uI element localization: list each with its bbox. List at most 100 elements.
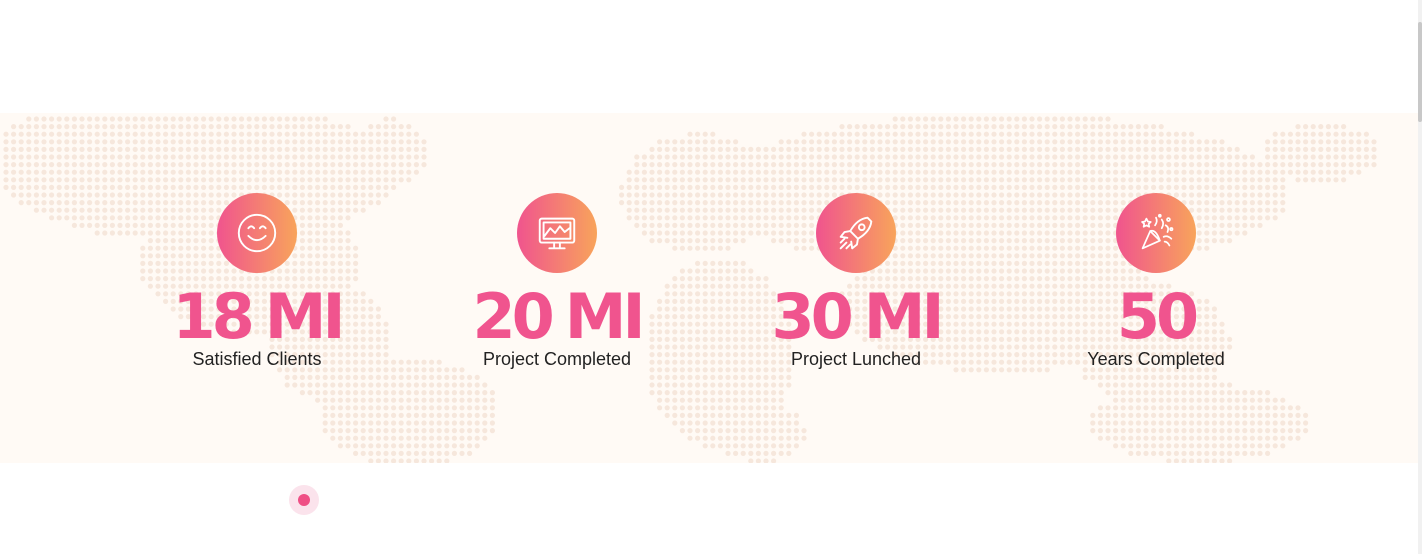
map-dot bbox=[391, 162, 397, 168]
pagination-dot-active[interactable] bbox=[298, 494, 310, 506]
map-dot bbox=[748, 200, 754, 206]
map-dot bbox=[322, 291, 328, 297]
counter-satisfied-clients: 18 MI Satisfied Clients bbox=[107, 193, 407, 370]
map-dot bbox=[193, 276, 199, 282]
map-dot bbox=[1075, 260, 1081, 266]
map-dot bbox=[398, 450, 404, 456]
map-dot bbox=[755, 374, 762, 380]
map-dot bbox=[733, 306, 739, 312]
map-dot bbox=[467, 443, 473, 449]
map-dot bbox=[907, 146, 914, 152]
map-dot bbox=[1265, 207, 1271, 213]
map-dot bbox=[307, 283, 313, 289]
map-dot bbox=[49, 154, 55, 160]
map-dot bbox=[1204, 314, 1210, 320]
map-dot bbox=[1105, 260, 1111, 266]
map-dot bbox=[1097, 146, 1103, 152]
map-dot bbox=[1105, 131, 1111, 137]
map-dot bbox=[1204, 435, 1210, 441]
map-dot bbox=[299, 222, 305, 228]
map-dot bbox=[862, 276, 868, 282]
map-dot bbox=[208, 116, 214, 122]
map-dot bbox=[755, 443, 762, 449]
map-dot bbox=[862, 314, 868, 320]
map-dot bbox=[1135, 291, 1141, 297]
map-dot bbox=[261, 283, 267, 289]
map-dot bbox=[155, 245, 161, 251]
map-dot bbox=[816, 169, 822, 175]
map-dot bbox=[1143, 390, 1149, 396]
map-dot bbox=[733, 146, 739, 152]
map-dot bbox=[831, 139, 838, 145]
map-dot bbox=[284, 124, 290, 130]
map-dot bbox=[1265, 397, 1271, 403]
map-dot bbox=[337, 260, 343, 266]
map-dot bbox=[208, 139, 214, 145]
map-dot bbox=[733, 435, 739, 441]
map-dot bbox=[1128, 397, 1134, 403]
map-dot bbox=[56, 154, 62, 160]
map-dot bbox=[163, 131, 169, 137]
map-dot bbox=[345, 443, 351, 449]
map-dot bbox=[1303, 124, 1309, 130]
map-dot bbox=[733, 390, 739, 396]
map-dot bbox=[702, 192, 708, 198]
map-dot bbox=[1189, 146, 1195, 152]
map-dot bbox=[1257, 207, 1263, 213]
map-dot bbox=[421, 390, 427, 396]
map-dot bbox=[725, 215, 731, 221]
map-dot bbox=[900, 298, 906, 304]
map-dot bbox=[337, 374, 343, 380]
map-dot bbox=[679, 420, 686, 426]
map-dot bbox=[1067, 169, 1073, 175]
map-dot bbox=[1143, 146, 1149, 152]
map-dot bbox=[687, 200, 693, 206]
map-dot bbox=[147, 154, 153, 160]
scrollbar-thumb[interactable] bbox=[1418, 22, 1422, 122]
map-dot bbox=[1075, 314, 1081, 320]
map-dot bbox=[1272, 412, 1278, 418]
map-dot bbox=[353, 154, 359, 160]
map-dot bbox=[79, 162, 85, 168]
map-dot bbox=[1295, 428, 1301, 434]
map-dot bbox=[892, 306, 898, 312]
map-dot bbox=[1067, 146, 1073, 152]
map-dot bbox=[307, 276, 313, 282]
map-dot bbox=[64, 116, 70, 122]
map-dot bbox=[299, 268, 305, 274]
counter-number: 30 bbox=[771, 280, 853, 353]
map-dot bbox=[1219, 222, 1225, 228]
map-dot bbox=[1363, 162, 1369, 168]
map-dot bbox=[467, 374, 473, 380]
map-dot bbox=[1204, 230, 1210, 236]
page-scrollbar[interactable] bbox=[1418, 0, 1422, 554]
map-dot bbox=[786, 443, 792, 449]
map-dot bbox=[71, 177, 77, 183]
map-dot bbox=[1189, 382, 1195, 388]
map-dot bbox=[1249, 169, 1255, 175]
map-dot bbox=[467, 450, 473, 456]
map-dot bbox=[892, 260, 898, 266]
map-dot bbox=[1219, 238, 1225, 244]
map-dot bbox=[1234, 162, 1240, 168]
map-dot bbox=[999, 146, 1005, 152]
map-dot bbox=[1249, 450, 1255, 456]
map-dot bbox=[793, 192, 800, 198]
map-dot bbox=[999, 276, 1005, 282]
map-dot bbox=[1227, 382, 1233, 388]
pagination-dot[interactable] bbox=[289, 485, 319, 515]
map-dot bbox=[117, 116, 123, 122]
map-dot bbox=[231, 139, 237, 145]
map-dot bbox=[1044, 116, 1050, 122]
map-dot bbox=[945, 154, 952, 160]
map-dot bbox=[687, 276, 693, 282]
map-dot bbox=[1021, 154, 1027, 160]
map-dot bbox=[315, 253, 321, 259]
map-dot bbox=[337, 443, 343, 449]
map-dot bbox=[748, 314, 754, 320]
map-dot bbox=[900, 230, 906, 236]
map-dot bbox=[87, 222, 93, 228]
map-dot bbox=[976, 238, 982, 244]
map-dot bbox=[1166, 139, 1172, 145]
map-dot bbox=[740, 222, 746, 228]
